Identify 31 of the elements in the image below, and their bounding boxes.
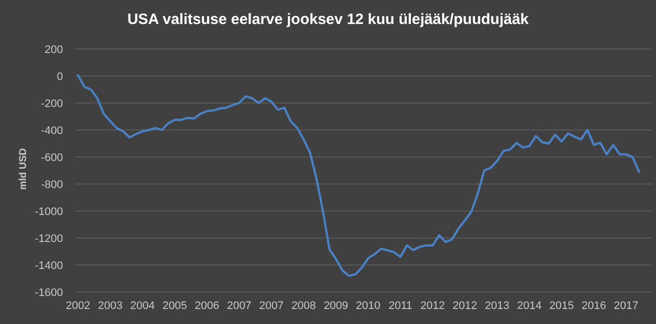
- y-tick-label: -1400: [34, 260, 63, 272]
- y-tick-label: -1000: [34, 206, 63, 218]
- y-tick-label: 200: [44, 44, 63, 56]
- x-tick-label: 2012: [420, 300, 445, 312]
- x-tick-label: 2013: [484, 300, 510, 312]
- x-tick-label: 2004: [130, 300, 155, 312]
- x-tick-label: 2014: [517, 300, 542, 312]
- x-tick-label: 2015: [549, 300, 574, 312]
- x-tick-label: 2016: [582, 300, 606, 312]
- x-tick-label: 2008: [291, 300, 316, 312]
- x-tick-label: 2017: [614, 300, 638, 312]
- y-tick-label: -1600: [34, 287, 63, 299]
- y-tick-label: -400: [40, 125, 63, 137]
- y-tick-label: -1200: [34, 233, 63, 245]
- chart-title: USA valitsuse eelarve jooksev 12 kuu ülejääk/puudujääk: [127, 11, 530, 28]
- x-tick-label: 2007: [226, 300, 252, 312]
- y-tick-label: 0: [56, 71, 63, 83]
- x-tick-label: 2003: [98, 300, 122, 312]
- y-tick-label: -800: [40, 179, 63, 191]
- x-tick-label: 2009: [324, 300, 348, 312]
- line-series: [76, 74, 640, 277]
- y-tick-label: -200: [40, 98, 63, 110]
- x-tick-label: 2010: [356, 300, 380, 312]
- x-tick-label: 2006: [194, 300, 220, 312]
- x-tick-label: 2007: [259, 300, 284, 312]
- x-tick-label: 2012: [452, 300, 478, 312]
- y-tick-label: -600: [40, 152, 63, 164]
- x-tick-label: 2005: [162, 300, 187, 312]
- y-axis-title: mld USD: [18, 148, 29, 190]
- x-tick-label: 2011: [388, 300, 412, 312]
- x-tick-label: 2002: [66, 300, 90, 312]
